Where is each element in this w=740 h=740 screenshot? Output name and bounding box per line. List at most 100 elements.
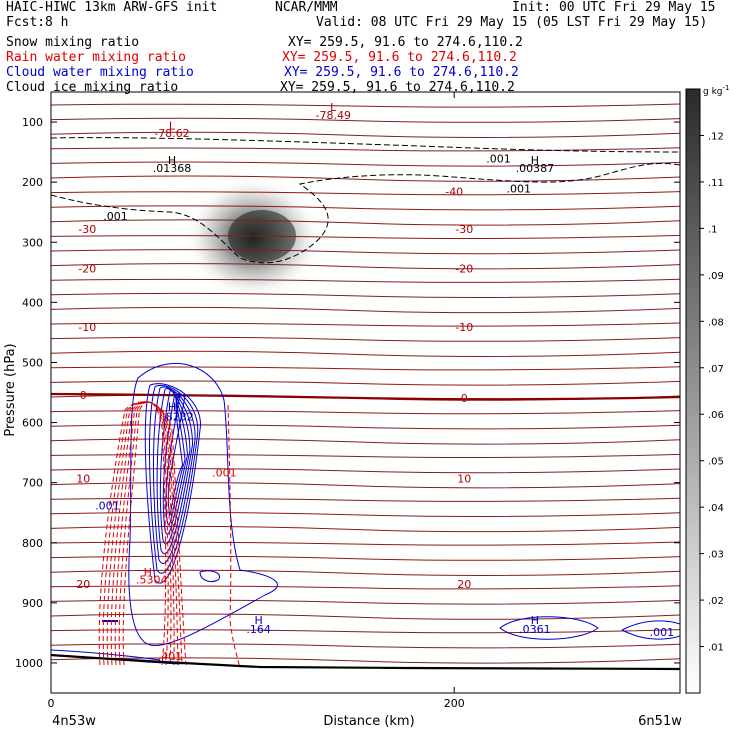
field-cloudwater-xy: XY= 259.5, 91.6 to 274.6,110.2 xyxy=(284,65,519,80)
isotherm-line xyxy=(51,555,680,561)
colorbar-tick-label: .01 xyxy=(708,643,724,654)
rain-water-contour xyxy=(106,401,179,666)
cloud-ice-contour xyxy=(51,137,680,153)
x-endpoint-left: 4n53w xyxy=(52,714,96,729)
cloud-water-contour xyxy=(621,620,680,640)
isotherm-line xyxy=(51,147,680,152)
contour-annotation: -30 xyxy=(78,223,96,236)
isotherm-line xyxy=(51,350,680,357)
isotherm-line xyxy=(51,219,680,226)
contour-annotation: -10 xyxy=(78,321,96,334)
contour-annotation: .001 xyxy=(103,210,128,223)
valid-time: Valid: 08 UTC Fri 29 May 15 (05 LST Fri … xyxy=(316,15,708,30)
contour-annotation: .001 xyxy=(506,182,531,195)
contour-annotation: -40 xyxy=(445,185,463,198)
contour-annotation: H xyxy=(168,401,176,414)
isotherm-line xyxy=(51,629,680,634)
cloud-water-contour xyxy=(199,570,220,583)
rain-water-contour xyxy=(98,401,187,666)
field-rain-xy: XY= 259.5, 91.6 to 274.6,110.2 xyxy=(282,50,517,65)
cloud-water-contour xyxy=(128,362,278,647)
colorbar-tick-label: .05 xyxy=(708,457,724,468)
field-snow-name: Snow mixing ratio xyxy=(6,35,140,50)
x-tick-label: 0 xyxy=(48,697,55,710)
field-snow-xy: XY= 259.5, 91.6 to 274.6,110.2 xyxy=(288,35,523,50)
isotherm-line xyxy=(51,541,680,546)
colorbar-tick-label: .02 xyxy=(708,596,724,607)
contour-annotation: L xyxy=(169,119,176,132)
org-label: NCAR/MMM xyxy=(275,0,338,15)
field-cloudice-name: Cloud ice mixing ratio xyxy=(6,80,179,95)
y-tick-label: 1000 xyxy=(15,657,43,670)
rain-water-contour xyxy=(114,401,172,666)
colorbar: g kg-1 .01 .02 .03 .04 .05 .06 .07 .08 .09 .1 .11.… xyxy=(685,84,729,694)
contour-annotation: H xyxy=(531,614,539,627)
y-tick-label: 300 xyxy=(22,236,43,249)
cloud-water-contour xyxy=(499,616,599,640)
plot-frame xyxy=(50,91,681,694)
y-axis-title: Pressure (hPa) xyxy=(3,343,18,436)
x-endpoint-right: 6n51w xyxy=(638,714,682,729)
contour-annotation: .001 xyxy=(212,467,237,480)
isotherm-line xyxy=(51,394,680,401)
colorbar-tick-label: .08 xyxy=(708,317,724,328)
fcst-label: Fcst: xyxy=(6,15,46,30)
cloud-water-contour xyxy=(144,383,201,584)
contour-annotation: H xyxy=(531,154,539,167)
isotherm-line xyxy=(51,453,680,459)
colorbar-tick-label: .03 xyxy=(708,550,724,561)
colorbar-tick-label: .04 xyxy=(708,503,724,514)
isotherm-line xyxy=(51,599,680,605)
colorbar-tick-label: .12 xyxy=(708,131,724,142)
isotherm-line xyxy=(51,525,680,533)
y-tick-label: 900 xyxy=(22,597,43,610)
cloud-water-contour xyxy=(156,388,194,555)
isotherm-line xyxy=(51,263,680,270)
y-tick-label: 600 xyxy=(22,417,43,430)
contour-annotation: 0 xyxy=(461,392,468,405)
contour-annotation: 0 xyxy=(80,389,87,402)
fcst-value: 8 h xyxy=(45,15,69,30)
contour-annotation: -30 xyxy=(455,223,473,236)
isotherm-line xyxy=(51,438,680,445)
model-title: HAIC-HIWC 13km ARW-GFS init xyxy=(6,0,218,15)
cloud-ice-contour xyxy=(51,162,680,264)
colorbar-unit: g kg-1 xyxy=(703,84,729,97)
cloud-water-contour xyxy=(159,389,191,545)
rain-water-contour xyxy=(118,401,169,666)
contour-annotation: 20 xyxy=(457,578,471,591)
y-tick-label: 200 xyxy=(22,176,43,189)
x-axis-title: Distance (km) xyxy=(323,714,414,729)
isotherm-line xyxy=(51,366,680,371)
isotherm-line xyxy=(51,569,680,576)
colorbar-tick-label: .1 xyxy=(708,224,718,235)
isotherm-line xyxy=(51,249,680,255)
contour-annotation: -78.62 xyxy=(154,127,189,140)
colorbar-tick-label: .09 xyxy=(708,271,724,282)
snow-shading xyxy=(185,176,321,300)
isotherm-line xyxy=(51,380,680,386)
cloud-water-contour xyxy=(153,386,196,564)
isotherm-line xyxy=(51,234,680,240)
contour-annotation: .00387 xyxy=(516,162,555,175)
isotherm-line xyxy=(51,497,680,502)
contour-annotation: -78.49 xyxy=(316,109,351,122)
plot-area: L-78.62L-78.49-40-30 -30-20 -20-10 -100 010 1… xyxy=(51,101,680,671)
isotherm-line xyxy=(51,613,680,620)
rain-water-contour xyxy=(122,401,167,666)
isotherm-line xyxy=(51,468,680,474)
colorbar-tick-label: .07 xyxy=(708,364,724,375)
contour-annotation: 20 xyxy=(76,578,90,591)
isotherm-line xyxy=(51,643,680,649)
isotherm-line xyxy=(51,322,680,327)
contour-annotation: .164 xyxy=(246,623,271,636)
contour-annotation: .5304 xyxy=(136,574,168,587)
contour-annotation: H xyxy=(144,566,152,579)
contour-annotation: L xyxy=(330,101,337,114)
y-tick-label: 400 xyxy=(22,296,43,309)
init-time: Init: 00 UTC Fri 29 May 15 xyxy=(512,0,716,15)
isotherm-line xyxy=(51,585,680,590)
y-tick-label: 500 xyxy=(22,356,43,369)
cloud-water-contour xyxy=(149,384,199,574)
